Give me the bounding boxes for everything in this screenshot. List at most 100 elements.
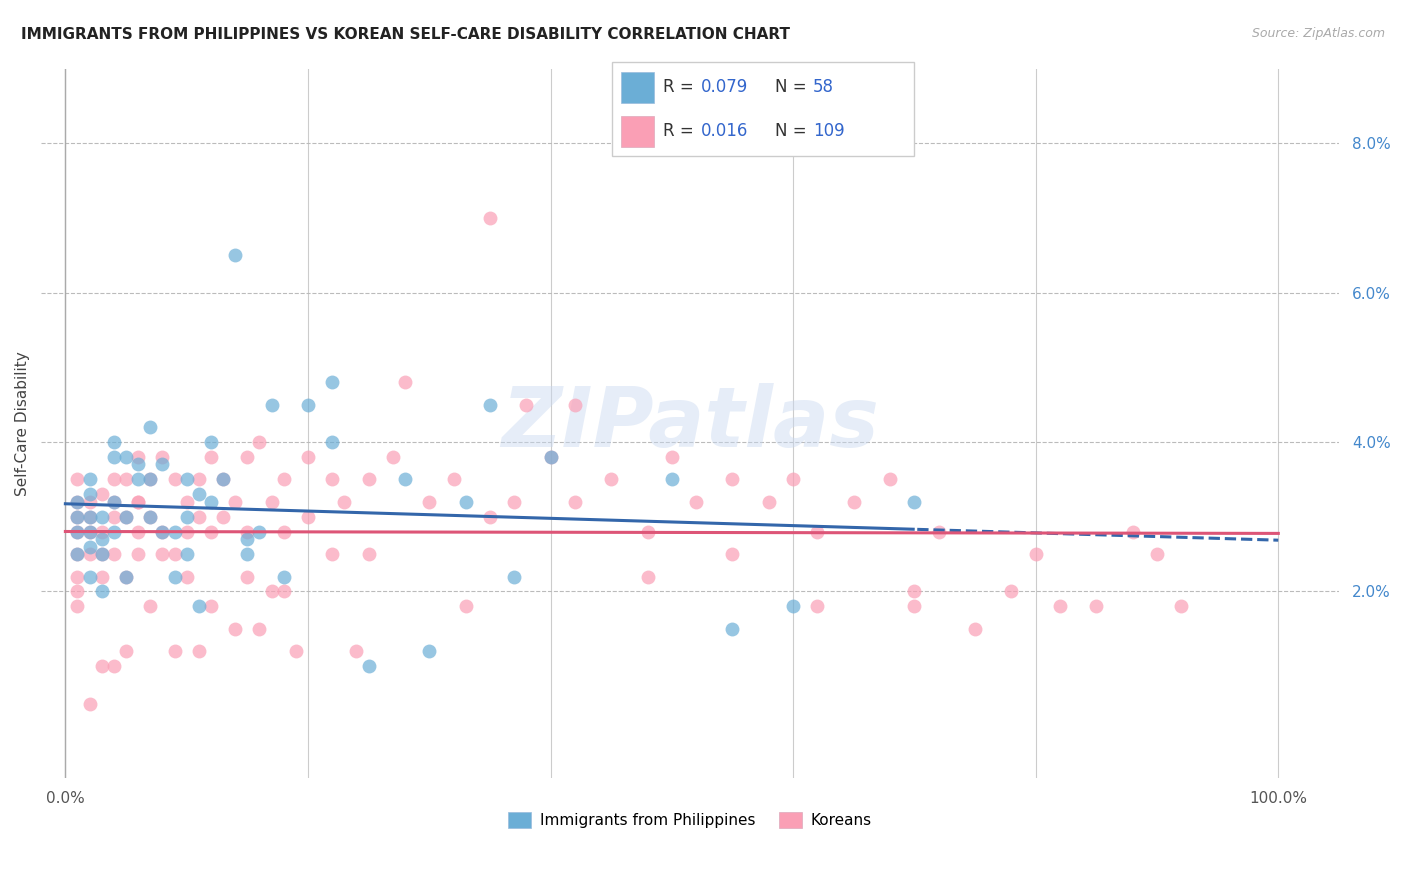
Point	[163, 644, 186, 658]
Point	[115, 509, 138, 524]
Point	[115, 472, 138, 486]
Text: 109: 109	[813, 122, 844, 140]
Point	[1085, 599, 1108, 614]
Point	[600, 472, 623, 486]
Point	[115, 509, 138, 524]
Point	[163, 547, 186, 561]
Text: IMMIGRANTS FROM PHILIPPINES VS KOREAN SELF-CARE DISABILITY CORRELATION CHART: IMMIGRANTS FROM PHILIPPINES VS KOREAN SE…	[21, 27, 790, 42]
Point	[127, 472, 149, 486]
Point	[540, 450, 562, 464]
Point	[79, 524, 101, 539]
Point	[79, 472, 101, 486]
Point	[115, 569, 138, 583]
Point	[187, 472, 209, 486]
Point	[357, 547, 380, 561]
Point	[637, 569, 659, 583]
Point	[152, 524, 174, 539]
Point	[564, 495, 586, 509]
Point	[346, 644, 368, 658]
Point	[103, 495, 125, 509]
Point	[273, 584, 295, 599]
Point	[79, 487, 101, 501]
Point	[79, 495, 101, 509]
Text: N =: N =	[775, 122, 811, 140]
Point	[782, 472, 804, 486]
Y-axis label: Self-Care Disability: Self-Care Disability	[15, 351, 30, 496]
Point	[90, 547, 112, 561]
Point	[79, 540, 101, 554]
Point	[1049, 599, 1071, 614]
Point	[200, 599, 222, 614]
Point	[249, 524, 271, 539]
Point	[1122, 524, 1144, 539]
Point	[90, 569, 112, 583]
Point	[127, 547, 149, 561]
Point	[1146, 547, 1168, 561]
Point	[152, 450, 174, 464]
Point	[66, 547, 89, 561]
Text: R =: R =	[664, 78, 699, 96]
Point	[103, 509, 125, 524]
Point	[540, 450, 562, 464]
Point	[503, 569, 526, 583]
Point	[152, 458, 174, 472]
Point	[90, 584, 112, 599]
Point	[152, 547, 174, 561]
Point	[903, 495, 925, 509]
Point	[394, 376, 416, 390]
Point	[564, 398, 586, 412]
Point	[212, 472, 235, 486]
Point	[79, 547, 101, 561]
Point	[187, 487, 209, 501]
Point	[139, 509, 162, 524]
Point	[90, 547, 112, 561]
Point	[163, 569, 186, 583]
Point	[200, 495, 222, 509]
Point	[103, 472, 125, 486]
Point	[187, 509, 209, 524]
Point	[127, 450, 149, 464]
Point	[1000, 584, 1022, 599]
Point	[782, 599, 804, 614]
Bar	[620, 116, 654, 147]
Point	[176, 495, 198, 509]
Point	[685, 495, 707, 509]
Point	[478, 509, 501, 524]
Point	[806, 524, 828, 539]
Point	[79, 569, 101, 583]
Point	[260, 398, 283, 412]
Point	[115, 569, 138, 583]
Point	[176, 524, 198, 539]
Point	[224, 622, 246, 636]
Text: 0.079: 0.079	[700, 78, 748, 96]
Point	[297, 398, 319, 412]
Text: ZIPatlas: ZIPatlas	[501, 383, 879, 464]
Point	[115, 644, 138, 658]
Point	[236, 532, 259, 546]
Point	[454, 495, 477, 509]
Point	[152, 524, 174, 539]
Point	[66, 599, 89, 614]
Point	[357, 659, 380, 673]
Point	[79, 524, 101, 539]
Point	[333, 495, 356, 509]
Point	[127, 524, 149, 539]
Point	[200, 435, 222, 450]
Point	[200, 450, 222, 464]
Legend: Immigrants from Philippines, Koreans: Immigrants from Philippines, Koreans	[502, 806, 877, 834]
Point	[103, 524, 125, 539]
Point	[321, 547, 343, 561]
Point	[478, 398, 501, 412]
Point	[273, 524, 295, 539]
Point	[661, 450, 683, 464]
FancyBboxPatch shape	[612, 62, 914, 156]
Point	[139, 472, 162, 486]
Point	[721, 472, 744, 486]
Point	[90, 532, 112, 546]
Point	[721, 622, 744, 636]
Point	[103, 435, 125, 450]
Point	[394, 472, 416, 486]
Point	[66, 524, 89, 539]
Point	[103, 659, 125, 673]
Point	[127, 458, 149, 472]
